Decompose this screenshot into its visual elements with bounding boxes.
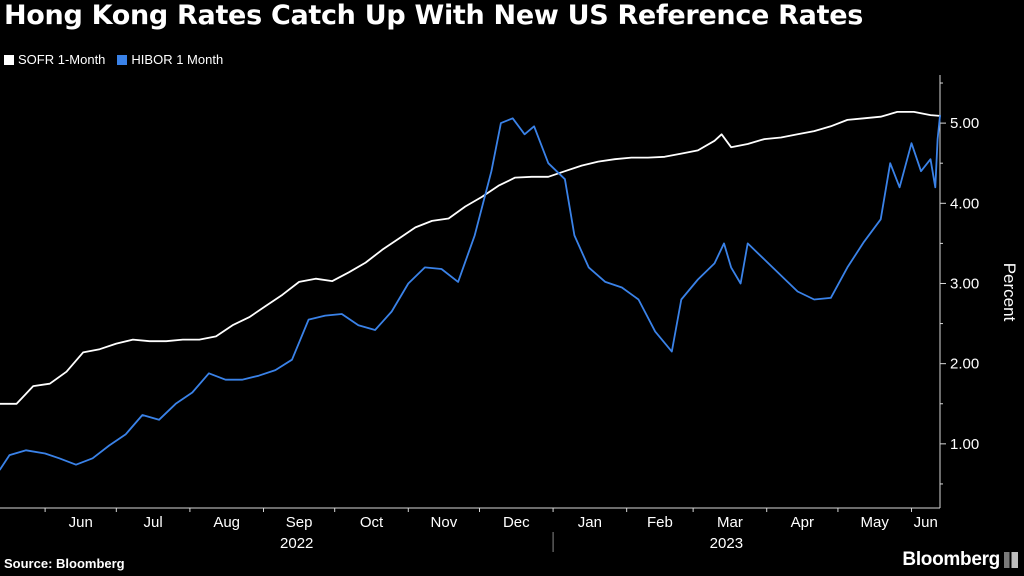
y-tick-label: 2.00 (950, 356, 979, 373)
y-tick-label: 3.00 (950, 275, 979, 292)
x-tick-label: Mar (717, 514, 743, 531)
brand-logo: Bloomberg (902, 549, 1018, 571)
legend: SOFR 1-Month HIBOR 1 Month (4, 52, 223, 67)
legend-swatch-hibor (117, 54, 128, 65)
legend-item-sofr: SOFR 1-Month (4, 52, 105, 67)
y-tick-label: 4.00 (950, 195, 979, 212)
legend-item-hibor: HIBOR 1 Month (117, 52, 223, 67)
brand-name: Bloomberg (902, 549, 1000, 570)
x-tick-label: Feb (647, 514, 673, 531)
x-tick-label: Aug (213, 514, 240, 531)
legend-swatch-sofr (4, 54, 14, 65)
x-tick-label: Jun (914, 514, 938, 531)
bloomberg-mark-icon (1004, 552, 1018, 568)
chart-title: Hong Kong Rates Catch Up With New US Ref… (4, 0, 863, 31)
legend-label-hibor: HIBOR 1 Month (131, 52, 224, 67)
x-tick-label: Jan (578, 514, 602, 531)
hibor-line (0, 115, 941, 471)
x-tick-label: Dec (503, 514, 530, 531)
x-tick-label: Jul (144, 514, 163, 531)
sofr-line (0, 111, 941, 405)
y-tick-label: 5.00 (950, 115, 979, 132)
x-tick-label: May (861, 514, 890, 531)
x-tick-label: Sep (286, 514, 313, 531)
x-tick-label: Apr (791, 514, 814, 531)
year-label: 2023 (710, 535, 743, 552)
x-tick-label: Nov (431, 514, 458, 531)
x-tick-label: Jun (69, 514, 93, 531)
legend-label-sofr: SOFR 1-Month (18, 52, 106, 67)
y-tick-label: 1.00 (950, 436, 979, 453)
y-axis-title: Percent (1000, 263, 1019, 322)
year-label: 2022 (280, 535, 313, 552)
x-tick-label: Oct (360, 514, 384, 531)
source-note: Source: Bloomberg (4, 556, 125, 571)
